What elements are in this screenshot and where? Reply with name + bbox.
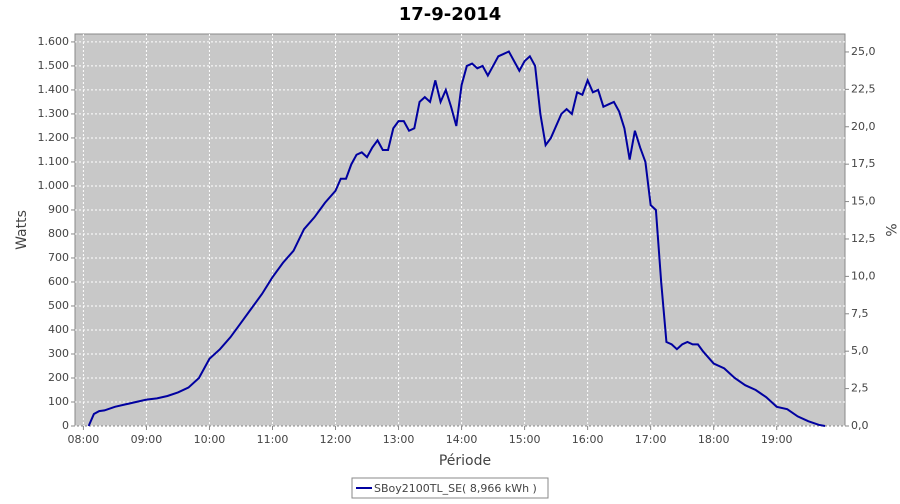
y-tick-label: 1.200	[38, 131, 70, 144]
y-tick-label: 1.100	[38, 155, 70, 168]
chart-title: 17-9-2014	[399, 4, 502, 25]
y-tick-label: 700	[48, 251, 69, 264]
legend	[351, 477, 549, 499]
y2-tick-label: 5,0	[851, 344, 869, 357]
x-tick-label: 08:00	[68, 433, 100, 446]
x-tick-label: 13:00	[383, 433, 415, 446]
y-tick-label: 300	[48, 347, 69, 360]
x-tick-label: 11:00	[257, 433, 289, 446]
y-tick-label: 1.000	[38, 179, 70, 192]
x-tick-label: 18:00	[698, 433, 730, 446]
x-tick-label: 09:00	[131, 433, 163, 446]
y-tick-label: 1.600	[38, 35, 70, 48]
y-tick-label: 900	[48, 203, 69, 216]
y-tick-label: 100	[48, 395, 69, 408]
x-tick-label: 14:00	[446, 433, 478, 446]
y2-tick-label: 17,5	[851, 157, 876, 170]
y-tick-label: 1.300	[38, 107, 70, 120]
x-tick-label: 16:00	[572, 433, 604, 446]
y-tick-label: 200	[48, 371, 69, 384]
y-axis-label: Watts	[14, 210, 30, 250]
x-tick-label: 12:00	[320, 433, 352, 446]
x-axis-label: Période	[439, 453, 491, 469]
y-tick-label: 600	[48, 275, 69, 288]
y2-tick-label: 7,5	[851, 307, 869, 320]
x-tick-label: 15:00	[509, 433, 541, 446]
y2-axis-label: %	[882, 223, 898, 236]
y2-tick-label: 25,0	[851, 45, 876, 58]
y-tick-label: 500	[48, 299, 69, 312]
legend-label: SBoy2100TL_SE( 8,966 kWh )	[374, 482, 537, 495]
y2-tick-label: 15,0	[851, 195, 876, 208]
y-tick-label: 1.400	[38, 83, 70, 96]
x-tick-label: 17:00	[635, 433, 667, 446]
x-tick-label: 19:00	[761, 433, 793, 446]
y2-tick-label: 0,0	[851, 419, 869, 432]
x-tick-label: 10:00	[194, 433, 226, 446]
y-tick-label: 0	[62, 419, 69, 432]
y-tick-label: 1.500	[38, 59, 70, 72]
y2-tick-label: 10,0	[851, 269, 876, 282]
y2-tick-label: 2,5	[851, 382, 869, 395]
y-tick-label: 400	[48, 323, 69, 336]
data-line	[87, 50, 826, 427]
y-tick-label: 800	[48, 227, 69, 240]
y2-tick-label: 12,5	[851, 232, 876, 245]
y2-tick-label: 22,5	[851, 82, 876, 95]
y2-tick-label: 20,0	[851, 120, 876, 133]
